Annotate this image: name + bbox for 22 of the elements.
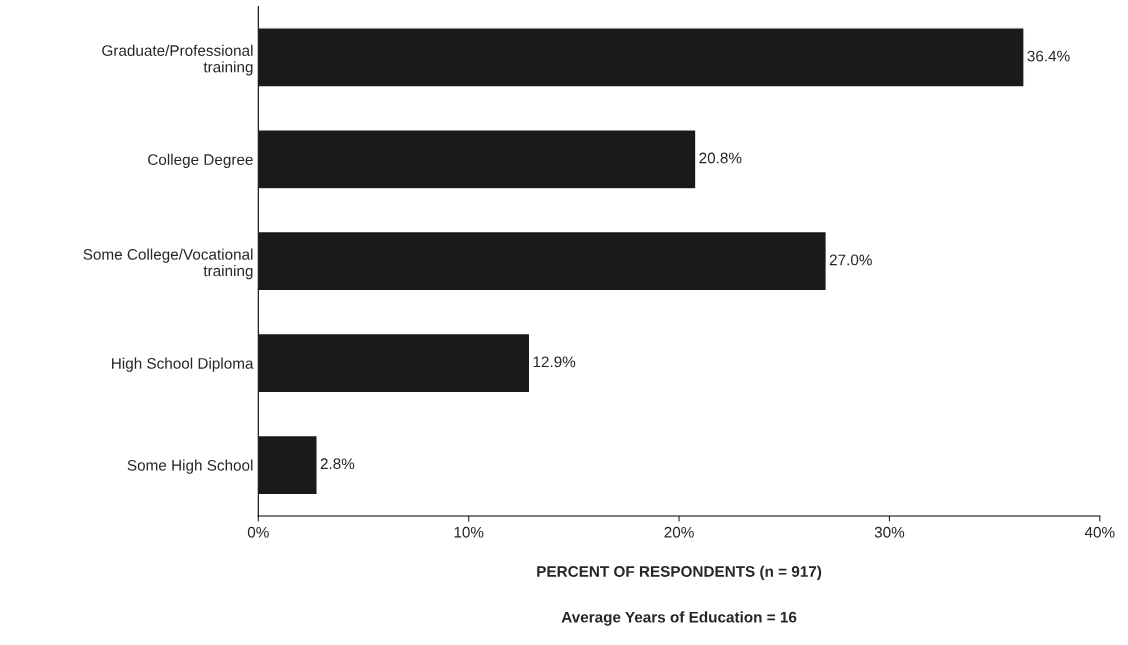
bar <box>258 27 1025 88</box>
x-axis-title: PERCENT OF RESPONDENTS (n = 917) <box>537 565 822 580</box>
y-tick-label: Some College/Vocational training <box>83 248 253 280</box>
x-tick-label: 0% <box>247 526 269 538</box>
y-tick-label: College Degree <box>148 153 253 169</box>
y-tick-label: Some High School <box>127 459 253 474</box>
bar <box>258 230 828 292</box>
bar <box>258 434 318 496</box>
text: Average Years of Education = 16 <box>561 611 797 626</box>
data-label: 27.0% <box>829 254 872 266</box>
data-label: 20.8% <box>699 152 742 164</box>
x-tick-label: 30% <box>874 526 905 538</box>
x-tick-label: 20% <box>664 526 694 538</box>
y-tick-label: High School Diploma <box>112 357 254 372</box>
bar <box>258 129 697 190</box>
x-tick-label: 10% <box>454 526 484 538</box>
data-label: 2.8% <box>320 458 355 470</box>
data-label: 36.4% <box>1027 50 1070 62</box>
data-label: 12.9% <box>533 356 576 368</box>
bar <box>258 332 531 394</box>
x-tick-label: 40% <box>1084 526 1115 538</box>
y-tick-label: Graduate/Professional training <box>102 44 253 76</box>
